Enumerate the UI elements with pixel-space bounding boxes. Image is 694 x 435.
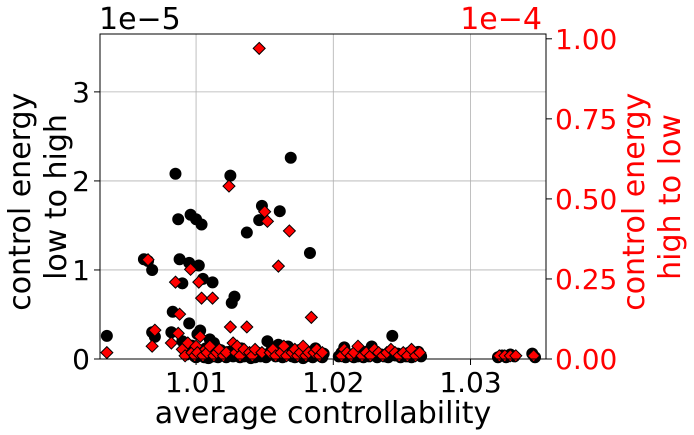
scatter-point-high-to-low [240, 320, 254, 334]
scatter-point-low-to-high [224, 169, 237, 182]
scatter-point-low-to-high [206, 276, 219, 289]
left-y-axis-label: control energy low to high [3, 83, 74, 311]
right-y-label-line-2: high to low [653, 114, 688, 280]
scatter-point-high-to-low [222, 179, 236, 193]
left-y-label-line-2: low to high [39, 114, 74, 280]
right-y-tick-label: 0.75 [555, 103, 617, 136]
scatter-point-high-to-low [203, 339, 217, 353]
scatter-point-low-to-high [183, 317, 196, 330]
left-y-tick-label: 2 [72, 165, 90, 198]
left-y-tick-label: 1 [72, 254, 90, 287]
scatter-point-high-to-low [168, 275, 183, 289]
x-axis: 1.01 1.02 1.03 [165, 359, 502, 399]
x-tick-label: 1.03 [439, 366, 501, 399]
right-y-axis-label: control energy high to low [617, 83, 688, 311]
x-axis-label: average controllability [155, 396, 492, 431]
scatter-point-high-to-low [171, 326, 185, 341]
scatter-point-low-to-high [228, 290, 241, 303]
scatter-point-high-to-low [172, 307, 187, 321]
right-y-axis: 0.00 0.25 0.50 0.75 1.00 [546, 23, 617, 376]
scatter-point-high-to-low [223, 320, 238, 334]
scatter-point-low-to-high [284, 151, 297, 164]
scatter-point-high-to-low [271, 259, 286, 273]
right-y-offset-label: 1e−4 [460, 2, 542, 37]
scatter-point-high-to-low [194, 291, 209, 305]
scatter-point-high-to-low [193, 329, 207, 344]
scatter-point-high-to-low [145, 339, 159, 353]
grid-lines [100, 34, 546, 359]
scatter-point-high-to-low [304, 310, 319, 325]
scatter-point-low-to-high [146, 263, 159, 276]
scatter-point-low-to-high [273, 205, 286, 218]
scatter-point-high-to-low [100, 345, 114, 360]
scatter-point-low-to-high [303, 247, 316, 260]
scatter-point-low-to-high [240, 226, 253, 239]
scatter-point-low-to-high [195, 218, 208, 231]
scatter-point-high-to-low [141, 253, 155, 267]
plot-points [100, 41, 542, 365]
plot-frame [99, 33, 547, 360]
left-y-tick-label: 3 [72, 76, 90, 109]
right-y-tick-label: 0.25 [555, 263, 617, 296]
scatter-point-low-to-high [172, 213, 185, 226]
scatter-point-high-to-low [282, 224, 297, 238]
scatter-point-high-to-low [192, 275, 206, 289]
left-y-axis: 0 1 2 3 [72, 76, 100, 376]
scatter-point-high-to-low [164, 336, 179, 350]
left-y-tick-label: 0 [72, 343, 90, 376]
right-y-label-line-1: control energy [617, 93, 652, 311]
right-y-tick-label: 0.50 [555, 183, 617, 216]
scatter-point-high-to-low [252, 41, 266, 56]
scatter-point-low-to-high [386, 329, 399, 342]
left-y-offset-label: 1e−5 [99, 2, 181, 37]
left-y-label-line-1: control energy [3, 93, 38, 311]
scatter-point-low-to-high [169, 167, 182, 180]
scatter-point-high-to-low [351, 339, 365, 353]
scatter-point-low-to-high [100, 329, 113, 342]
x-tick-label: 1.01 [165, 366, 227, 399]
right-y-tick-label: 0.00 [555, 343, 617, 376]
right-y-tick-label: 1.00 [555, 23, 617, 56]
scatter-point-high-to-low [183, 262, 198, 277]
x-tick-label: 1.02 [302, 366, 364, 399]
scatter-point-high-to-low [148, 323, 162, 337]
scatter-point-high-to-low [205, 291, 220, 305]
scatter-point-high-to-low [260, 214, 275, 229]
